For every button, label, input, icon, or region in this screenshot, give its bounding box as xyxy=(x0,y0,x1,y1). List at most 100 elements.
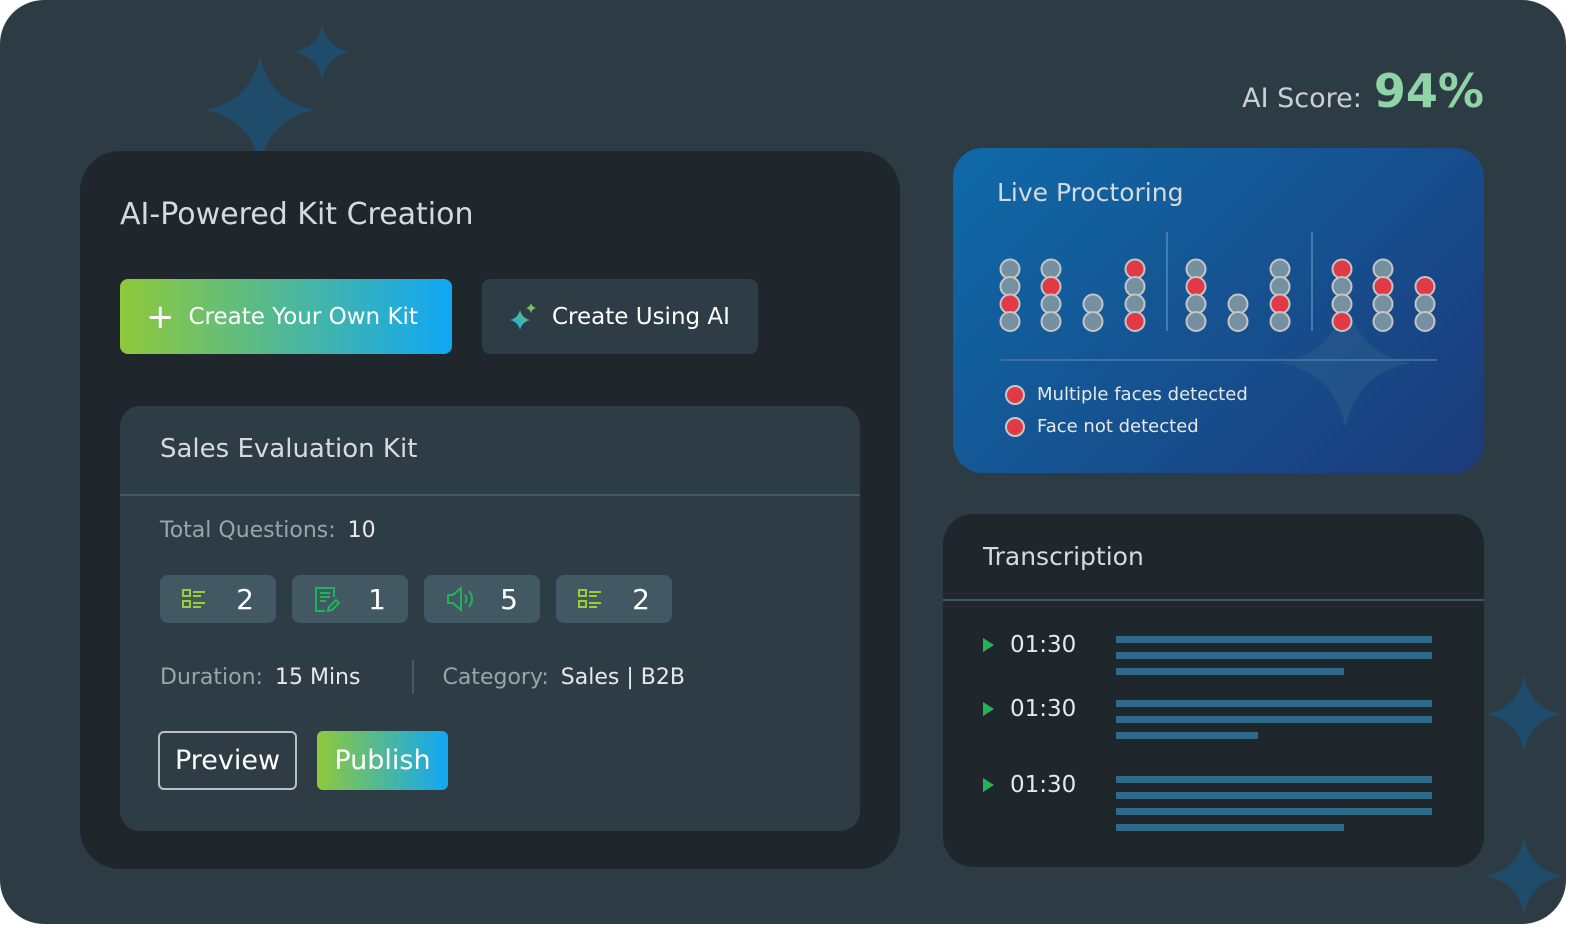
duration-value: 15 Mins xyxy=(274,664,361,690)
play-icon[interactable] xyxy=(983,778,994,792)
flagged-dot xyxy=(1269,293,1291,315)
play-icon[interactable] xyxy=(983,702,994,716)
create-own-kit-button[interactable]: + Create Your Own Kit xyxy=(120,279,452,354)
ok-dot xyxy=(1269,258,1291,280)
sparkle-icon xyxy=(205,55,315,165)
divider xyxy=(120,494,860,496)
transcription-panel: Transcription 01:30 01:30 01:30 xyxy=(943,514,1484,867)
timestamp: 01:30 xyxy=(1010,632,1077,658)
panel-title: AI-Powered Kit Creation xyxy=(120,197,474,232)
ok-dot xyxy=(1185,293,1207,315)
ok-dot xyxy=(1372,311,1394,332)
create-using-ai-label: Create Using AI xyxy=(552,303,730,330)
duration-label: Duration: xyxy=(160,664,263,690)
create-own-kit-label: Create Your Own Kit xyxy=(188,303,418,330)
ok-dot xyxy=(999,276,1021,297)
ok-dot xyxy=(1372,293,1394,315)
flagged-dot xyxy=(1372,276,1394,297)
kit-creation-panel: AI-Powered Kit Creation + Create Your Ow… xyxy=(80,151,900,869)
question-type-chip: 2 xyxy=(160,575,276,623)
legend-label: Face not detected xyxy=(1037,416,1199,437)
transcript-entry[interactable]: 01:30 xyxy=(983,772,1076,798)
transcript-text-line xyxy=(1116,732,1259,739)
ok-dot xyxy=(1372,258,1394,280)
speaker-icon xyxy=(447,586,473,612)
transcript-text-line xyxy=(1116,652,1432,659)
transcript-text-line xyxy=(1116,700,1432,707)
ai-score: AI Score: 94% xyxy=(1242,64,1484,118)
publish-button[interactable]: Publish xyxy=(317,731,448,790)
document-edit-icon xyxy=(315,587,340,613)
ok-dot xyxy=(1124,293,1146,315)
transcript-text-line xyxy=(1116,824,1344,831)
ok-dot xyxy=(1082,293,1104,315)
transcript-text-line xyxy=(1116,808,1432,815)
total-questions-label: Total Questions: xyxy=(160,518,336,543)
ok-dot xyxy=(1269,311,1291,332)
ok-dot xyxy=(1331,276,1353,297)
ok-dot xyxy=(1185,258,1207,280)
red-dot-icon xyxy=(1005,384,1025,405)
create-using-ai-button[interactable]: Create Using AI xyxy=(482,279,758,354)
chip-count: 2 xyxy=(236,582,254,616)
ok-dot xyxy=(1124,276,1146,297)
ok-dot xyxy=(1040,293,1062,315)
ok-dot xyxy=(1185,311,1207,332)
transcript-text-line xyxy=(1116,792,1432,799)
ai-score-label: AI Score: xyxy=(1242,83,1362,114)
divider xyxy=(943,599,1484,601)
ok-dot xyxy=(999,258,1021,280)
flagged-dot xyxy=(1185,276,1207,297)
legend-label: Multiple faces detected xyxy=(1037,384,1248,405)
ok-dot xyxy=(1227,293,1249,315)
proctoring-timeline xyxy=(999,232,1437,361)
ok-dot xyxy=(1227,311,1249,332)
chip-count: 2 xyxy=(632,582,650,616)
question-type-chip: 1 xyxy=(292,575,408,623)
red-dot-icon xyxy=(1005,416,1025,437)
ok-dot xyxy=(1331,293,1353,315)
sparkle-icon xyxy=(1280,298,1411,428)
flagged-dot xyxy=(1124,311,1146,332)
timestamp: 01:30 xyxy=(1010,772,1077,798)
proctoring-title: Live Proctoring xyxy=(997,178,1184,207)
legend-item: Face not detected xyxy=(1005,416,1199,437)
flagged-dot xyxy=(999,293,1021,315)
question-type-chips: 2 1 5 2 xyxy=(160,575,688,623)
chip-count: 5 xyxy=(500,582,518,616)
flagged-dot xyxy=(1124,258,1146,280)
flagged-dot xyxy=(1331,311,1353,332)
sparkle-icon xyxy=(1486,838,1562,914)
transcription-title: Transcription xyxy=(983,542,1144,571)
flagged-dot xyxy=(1414,276,1436,297)
kit-title: Sales Evaluation Kit xyxy=(160,434,418,464)
live-proctoring-panel: Live Proctoring Multiple faces detected … xyxy=(953,148,1484,473)
checklist-icon xyxy=(182,589,205,608)
transcript-entry[interactable]: 01:30 xyxy=(983,632,1076,658)
transcript-entry[interactable]: 01:30 xyxy=(983,696,1076,722)
category-label: Category: xyxy=(442,664,549,690)
ok-dot xyxy=(1414,311,1436,332)
chip-count: 1 xyxy=(368,582,386,616)
plus-icon: + xyxy=(146,296,175,337)
transcript-text-line xyxy=(1116,716,1432,723)
divider xyxy=(412,660,415,694)
kit-card: Sales Evaluation Kit Total Questions: 10… xyxy=(120,406,860,831)
ok-dot xyxy=(1269,276,1291,297)
sparkle-icon xyxy=(1486,676,1562,752)
ok-dot xyxy=(1040,311,1062,332)
ok-dot xyxy=(1040,258,1062,280)
checklist-icon xyxy=(578,589,601,608)
total-questions-value: 10 xyxy=(347,518,376,543)
question-type-chip: 2 xyxy=(556,575,672,623)
ok-dot xyxy=(1414,293,1436,315)
question-type-chip: 5 xyxy=(424,575,540,623)
legend-item: Multiple faces detected xyxy=(1005,384,1248,405)
ok-dot xyxy=(1082,311,1104,332)
preview-button[interactable]: Preview xyxy=(158,731,297,790)
flagged-dot xyxy=(1331,258,1353,280)
timestamp: 01:30 xyxy=(1010,696,1077,722)
flagged-dot xyxy=(1040,276,1062,297)
play-icon[interactable] xyxy=(983,638,994,652)
